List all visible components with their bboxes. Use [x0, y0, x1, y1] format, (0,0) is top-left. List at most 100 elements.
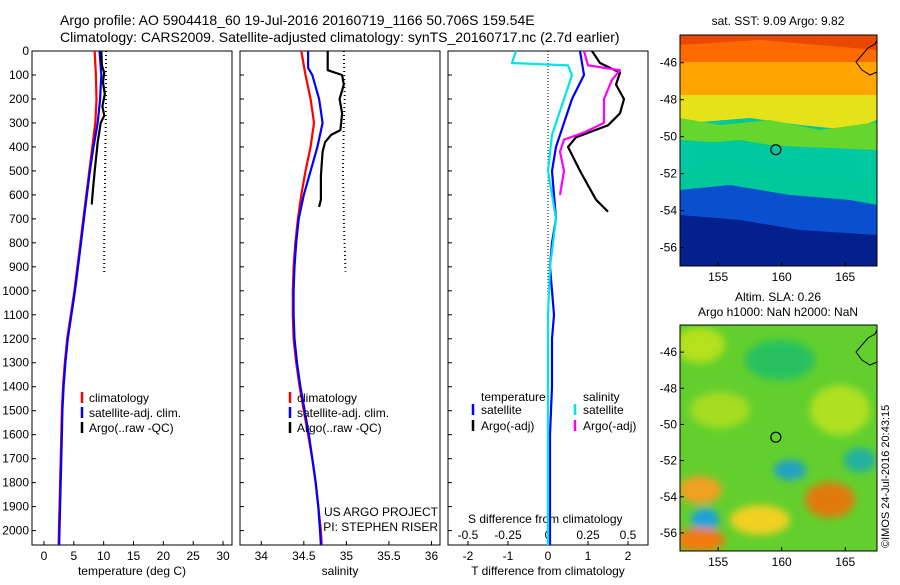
depth-tick-label: 1300: [2, 356, 29, 370]
salinity-panel: 34 34.5 35 35.5 36 salinity climatologysatelli…: [239, 50, 441, 578]
salinity-series-line: [342, 50, 347, 272]
depth-tick-label: 300: [9, 116, 29, 130]
depth-tick-label: 900: [9, 260, 29, 274]
temperature-x-tick-label: 10: [97, 549, 111, 563]
temperature-x-tick-label: 30: [216, 549, 230, 563]
map-y-tick-label: -46: [660, 56, 678, 70]
legend-entry: satellite: [583, 403, 624, 417]
salinity-frame: [239, 50, 441, 546]
coastline-sla: [855, 329, 878, 366]
difference-x-tick-label: 1: [585, 549, 592, 563]
salinity-diff-tick-label: 0.5: [620, 528, 637, 542]
temperature-x-tick-label: 0: [41, 549, 48, 563]
depth-tick-label: 1200: [2, 332, 29, 346]
pi-annotation: PI: STEPHEN RISER: [323, 520, 438, 534]
temperature-series-line: [90, 50, 106, 205]
legend-entry: satellite-adj. clim.: [297, 406, 389, 420]
depth-tick-label: 800: [9, 236, 29, 250]
depth-tick-label: 1800: [2, 476, 29, 490]
depth-tick-label: 0: [22, 44, 29, 58]
map-y-tick-label: -50: [660, 417, 678, 431]
legend-entry: Argo(-adj): [583, 419, 636, 433]
temperature-frame: [31, 50, 233, 546]
sst-map-panel: sat. SST: 9.09 Argo: 9.82 155 160 165 -46 -4…: [660, 14, 878, 284]
difference-series-line: [566, 50, 626, 213]
depth-tick-label: 2000: [2, 524, 29, 538]
temperature-x-tick-label: 5: [70, 549, 77, 563]
coastline-sst: [855, 39, 878, 76]
legend-entry: Argo(..raw -QC): [297, 421, 382, 435]
legend-entry: Argo(..raw -QC): [89, 421, 174, 435]
depth-tick-label: 1000: [2, 284, 29, 298]
map-y-tick-label: -46: [660, 345, 678, 359]
map-x-tick-label: 160: [772, 555, 792, 569]
difference-panel: -2 -1 0 1 2T difference from climatology -0.5…: [447, 50, 649, 578]
salinity-x-tick-label: 35.5: [377, 549, 401, 563]
map-x-tick-label: 165: [835, 270, 855, 284]
sst-map-title: sat. SST: 9.09 Argo: 9.82: [712, 14, 845, 28]
sla-map-field: [680, 325, 877, 551]
legend-header-salinity: salinity: [583, 390, 620, 404]
map-y-tick-label: -54: [660, 204, 678, 218]
legend-entry: climatology: [89, 391, 149, 405]
map-x-tick-label: 155: [708, 270, 728, 284]
depth-tick-label: 1100: [3, 308, 29, 322]
map-y-tick-label: -56: [660, 526, 678, 540]
salinity-x-tick-label: 34.5: [292, 549, 316, 563]
salinity-series-line: [292, 51, 324, 546]
depth-tick-label: 400: [9, 140, 29, 154]
temperature-x-label: temperature (deg C): [78, 564, 186, 578]
salinity-diff-tick-label: -0.5: [458, 528, 479, 542]
depth-tick-label: 500: [9, 164, 29, 178]
sla-map-frame: [679, 324, 878, 552]
temperature-panel: 0100200300400500600700800900100011001200…: [2, 44, 233, 578]
argo-location-marker-sst: [770, 144, 782, 156]
depth-tick-label: 200: [9, 92, 29, 106]
difference-series-line: [558, 50, 622, 196]
depth-tick-label: 600: [9, 188, 29, 202]
temperature-x-tick-label: 20: [157, 549, 171, 563]
figure-title-line2: Climatology: CARS2009. Satellite-adjuste…: [60, 29, 620, 45]
depth-tick-label: 1900: [2, 500, 29, 514]
salinity-diff-tick-label: 0.25: [576, 528, 600, 542]
map-x-tick-label: 160: [772, 270, 792, 284]
sla-map-subtitle: Argo h1000: NaN h2000: NaN: [698, 305, 858, 319]
salinity-diff-tick-label: -0.25: [494, 528, 522, 542]
temperature-series-line: [57, 50, 98, 546]
sst-map-field: [680, 35, 877, 266]
difference-x-tick-label: -2: [463, 549, 474, 563]
map-y-tick-label: -52: [660, 167, 678, 181]
map-x-tick-label: 165: [835, 555, 855, 569]
legend-entry: satellite-adj. clim.: [89, 406, 181, 420]
depth-tick-label: 100: [9, 68, 29, 82]
salinity-series-line: [291, 50, 323, 546]
sst-map-frame: [679, 34, 878, 267]
salinity-diff-axis-label: S difference from climatology: [468, 512, 623, 526]
sla-map-title: Altim. SLA: 0.26: [735, 290, 821, 304]
difference-x-label: T difference from climatology: [471, 564, 625, 578]
project-annotation: US ARGO PROJECT: [324, 505, 439, 519]
legend-entry: satellite: [481, 403, 522, 417]
salinity-x-tick-label: 34: [255, 549, 269, 563]
map-y-tick-label: -56: [660, 241, 678, 255]
map-x-tick-label: 155: [708, 555, 728, 569]
difference-x-tick-label: 0: [545, 549, 552, 563]
legend-header-temperature: temperature: [481, 390, 546, 404]
temperature-x-tick-label: 25: [187, 549, 201, 563]
map-y-tick-label: -52: [660, 454, 678, 468]
depth-tick-label: 1400: [2, 380, 29, 394]
salinity-series-line: [318, 51, 345, 208]
depth-tick-label: 1700: [2, 452, 29, 466]
imos-timestamp: ©IMOS 24-Jul-2016 20:43:15: [880, 405, 892, 548]
salinity-x-tick-label: 36: [425, 549, 439, 563]
difference-x-tick-label: 2: [625, 549, 632, 563]
argo-location-marker-sla: [770, 431, 782, 443]
salinity-x-tick-label: 35: [340, 549, 354, 563]
legend-entry: Argo(-adj): [481, 419, 534, 433]
temperature-x-tick-label: 15: [127, 549, 141, 563]
depth-tick-label: 700: [9, 212, 29, 226]
sla-map-panel: Altim. SLA: 0.26 Argo h1000: NaN h2000: …: [660, 290, 892, 569]
map-y-tick-label: -48: [660, 381, 678, 395]
map-y-tick-label: -48: [660, 93, 678, 107]
